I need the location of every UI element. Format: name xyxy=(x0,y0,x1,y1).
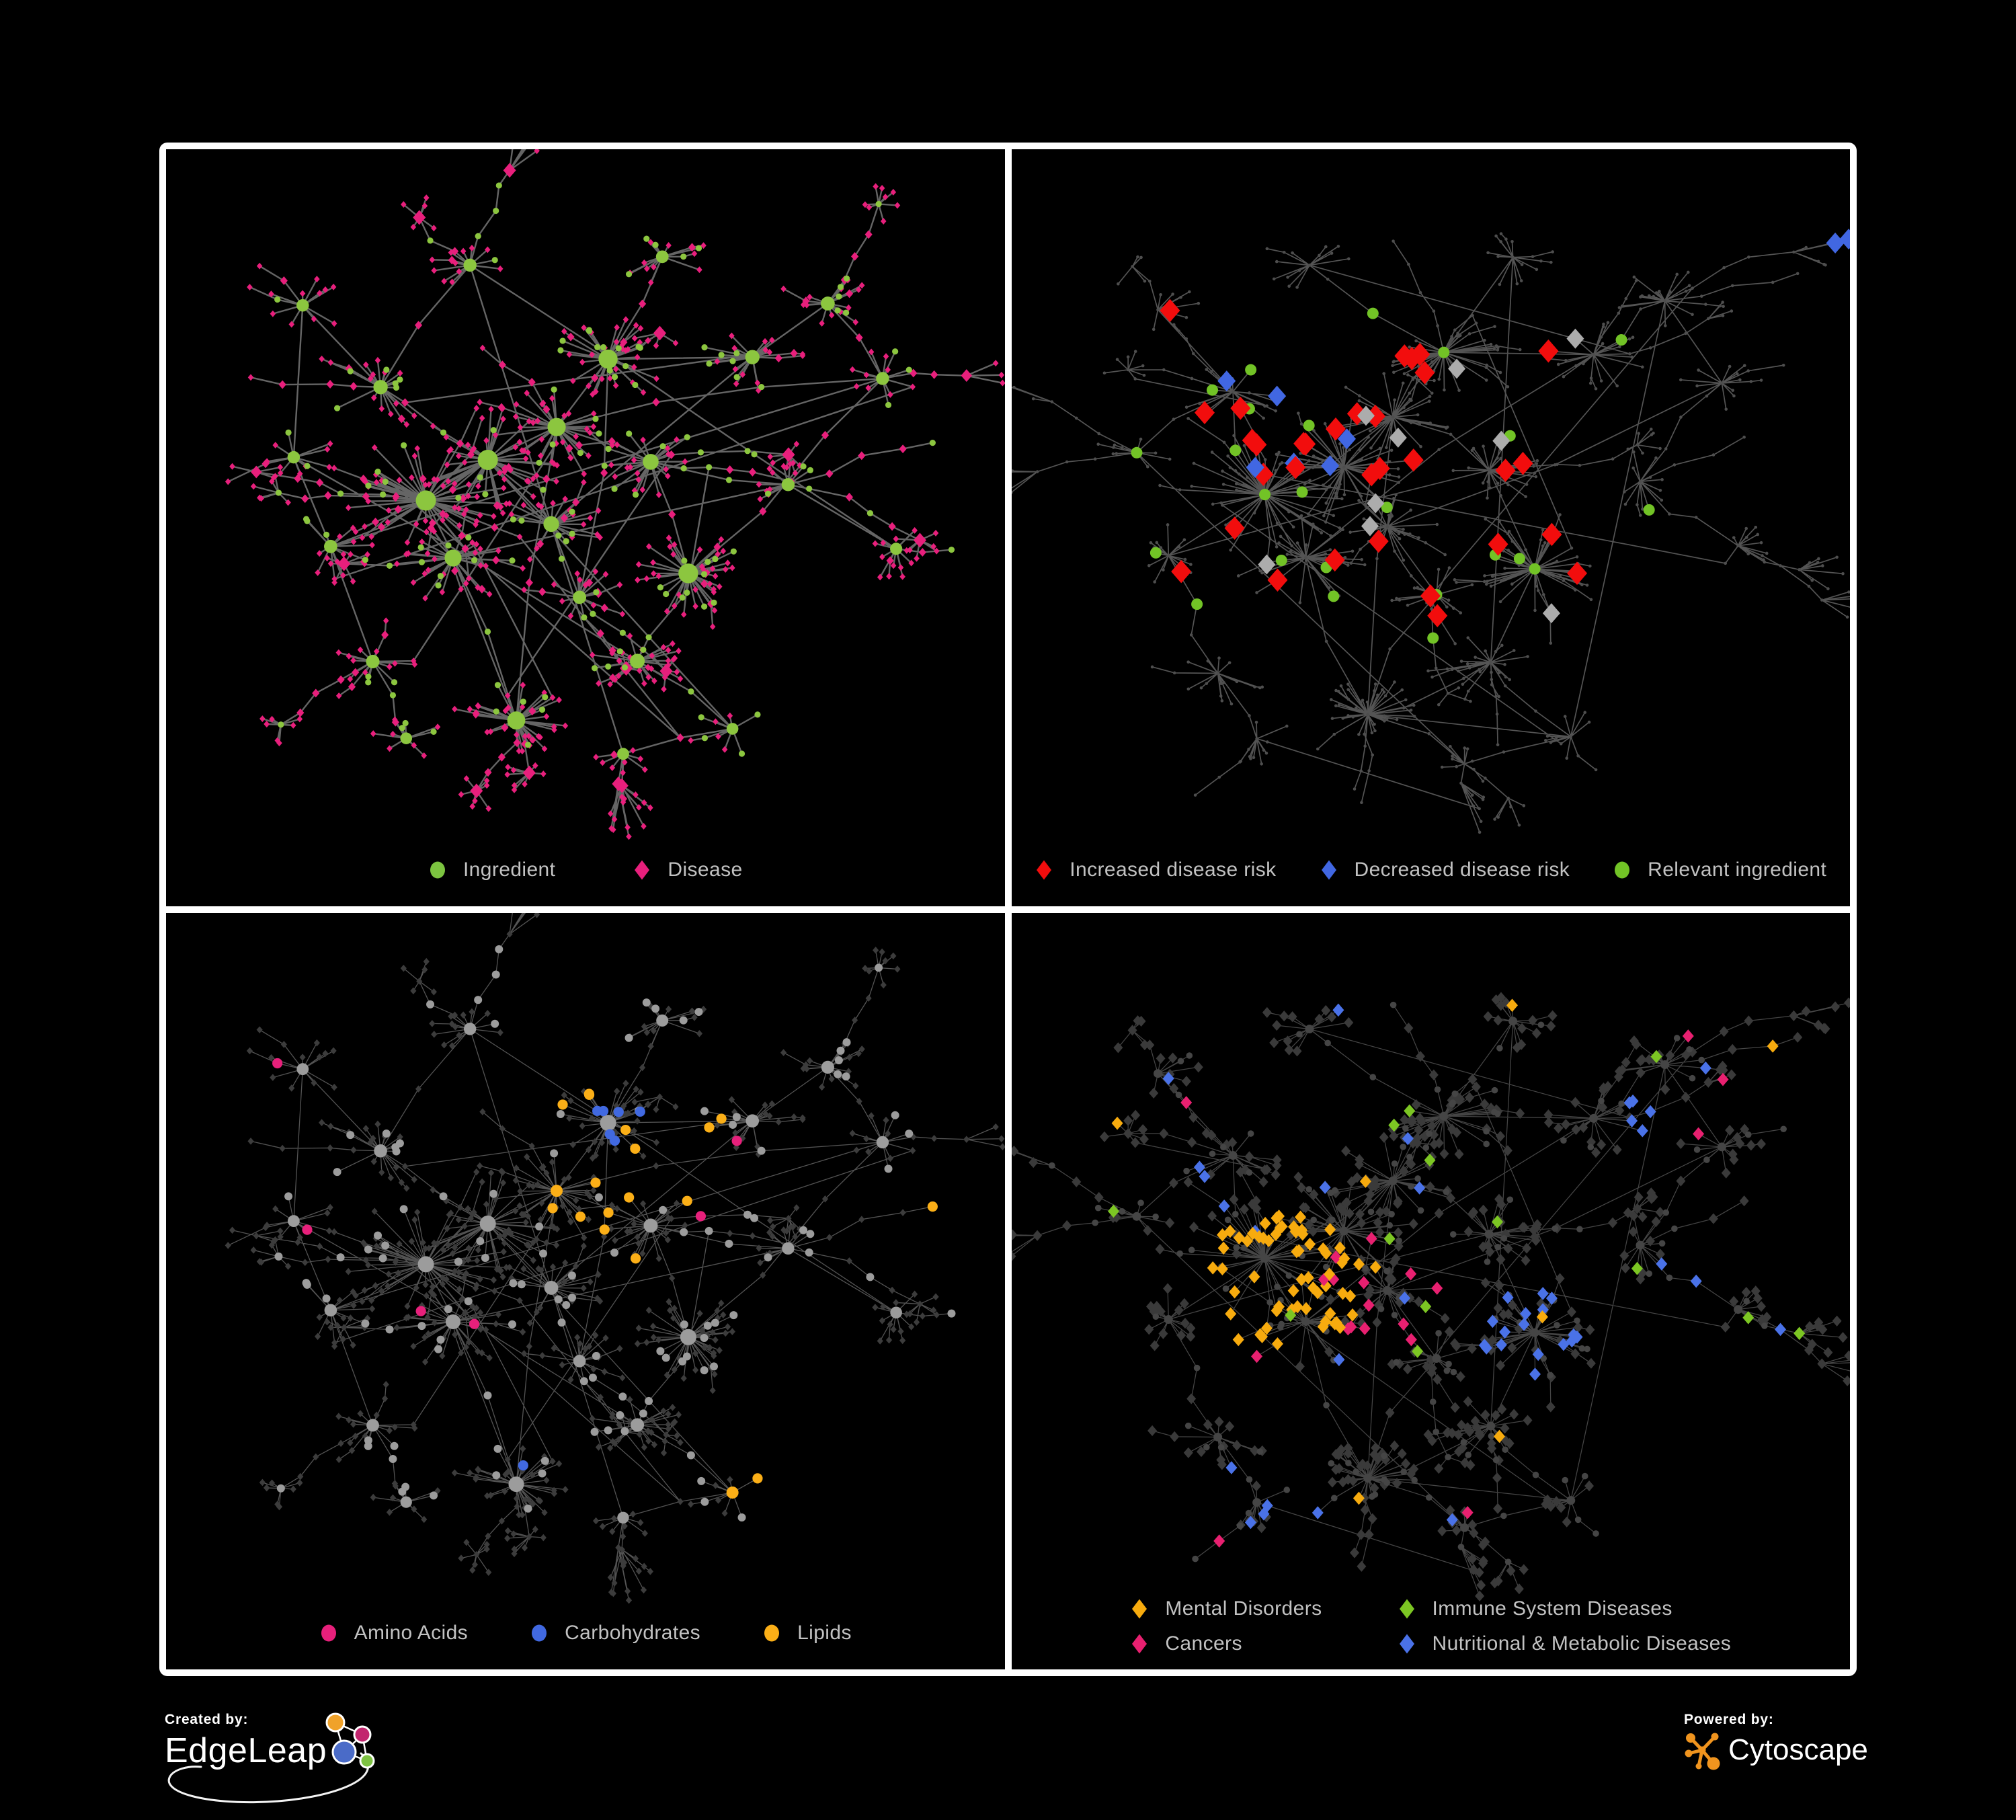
legend-label: Amino Acids xyxy=(354,1622,469,1644)
cancers-diamond-icon xyxy=(1132,1634,1147,1654)
cytoscape-credit: Powered by: Cytoscape xyxy=(1684,1712,1899,1806)
legend-item-carbohydrates: Carbohydrates xyxy=(530,1621,700,1645)
legend-label: Carbohydrates xyxy=(565,1622,701,1644)
increased-risk-diamond-icon xyxy=(1037,860,1052,879)
edgeleap-logo-icon xyxy=(167,1712,375,1804)
panel-macronutrients: Amino Acids Carbohydrates Lipids xyxy=(166,912,1005,1669)
decreased-risk-diamond-icon xyxy=(1321,860,1336,879)
network-graph-disease-risk xyxy=(1011,229,1850,834)
amino-acids-circle-icon xyxy=(321,1624,336,1642)
mental-disorders-diamond-icon xyxy=(1132,1599,1147,1619)
edgeleap-node-orange xyxy=(325,1712,346,1733)
legend-item-immune-diseases: Immune System Diseases xyxy=(1398,1597,1732,1621)
cytoscape-logo-icon xyxy=(1685,1733,1720,1770)
legend-ingredient-disease: Ingredient Disease xyxy=(166,858,1005,882)
legend-item-increased-risk: Increased disease risk xyxy=(1035,858,1276,882)
legend-item-ingredient: Ingredient xyxy=(428,858,555,882)
legend-label: Immune System Diseases xyxy=(1432,1597,1672,1620)
legend-item-lipids: Lipids xyxy=(762,1621,852,1645)
legend-label: Lipids xyxy=(797,1622,852,1644)
panel-disease-categories: Mental Disorders Immune System Diseases … xyxy=(1011,912,1851,1669)
legend-item-relevant-ingredient: Relevant ingredient xyxy=(1613,858,1826,882)
network-graph-macronutrients xyxy=(225,912,1005,1604)
network-graph-ingredient-disease xyxy=(225,149,1005,840)
edgeleap-credit: Created by: EdgeLeap xyxy=(165,1712,514,1819)
legend-label: Increased disease risk xyxy=(1070,858,1277,881)
panel-disease-risk: Increased disease risk Decreased disease… xyxy=(1011,149,1851,906)
legend-disease-risk: Increased disease risk Decreased disease… xyxy=(1012,858,1851,882)
edgeleap-node-green xyxy=(359,1753,375,1769)
legend-item-mental-disorders: Mental Disorders xyxy=(1130,1597,1322,1621)
lipids-circle-icon xyxy=(764,1624,780,1642)
cytoscape-logo-nodes xyxy=(1685,1733,1720,1770)
legend-label: Ingredient xyxy=(462,858,556,881)
legend-item-disease: Disease xyxy=(633,858,742,882)
legend-label: Decreased disease risk xyxy=(1354,858,1570,881)
legend-item-nutritional-metabolic: Nutritional & Metabolic Diseases xyxy=(1398,1632,1732,1656)
ingredient-circle-icon xyxy=(430,861,445,878)
legend-label: Disease xyxy=(668,858,743,881)
edgeleap-swoosh xyxy=(167,1752,370,1804)
legend-label: Nutritional & Metabolic Diseases xyxy=(1432,1632,1732,1655)
edgeleap-node-pink xyxy=(353,1725,372,1744)
immune-diseases-diamond-icon xyxy=(1399,1599,1414,1619)
nutritional-metabolic-diamond-icon xyxy=(1399,1634,1414,1654)
edgeleap-node-blue xyxy=(331,1739,357,1765)
created-by-label: Created by: xyxy=(165,1712,249,1727)
relevant-ingredient-circle-icon xyxy=(1615,861,1630,878)
legend-grid: Mental Disorders Immune System Diseases … xyxy=(1130,1597,1731,1656)
panel-grid: Ingredient Disease Increased disease ris… xyxy=(159,143,1857,1676)
legend-label: Relevant ingredient xyxy=(1648,858,1827,881)
edgeleap-wordmark: EdgeLeap xyxy=(165,1731,327,1770)
powered-by-label: Powered by: xyxy=(1684,1712,1774,1727)
legend-item-decreased-risk: Decreased disease risk xyxy=(1320,858,1570,882)
cytoscape-wordmark: Cytoscape xyxy=(1728,1733,1868,1766)
legend-macronutrients: Amino Acids Carbohydrates Lipids xyxy=(166,1621,1005,1645)
disease-diamond-icon xyxy=(635,860,650,879)
panel-ingredient-disease: Ingredient Disease xyxy=(166,149,1005,906)
carbohydrates-circle-icon xyxy=(532,1624,547,1642)
legend-disease-categories: Mental Disorders Immune System Diseases … xyxy=(1012,1597,1851,1656)
legend-item-cancers: Cancers xyxy=(1130,1632,1322,1656)
legend-item-amino-acids: Amino Acids xyxy=(319,1621,468,1645)
legend-label: Mental Disorders xyxy=(1165,1597,1322,1620)
network-graph-disease-categories xyxy=(1011,992,1850,1601)
legend-label: Cancers xyxy=(1165,1632,1242,1655)
